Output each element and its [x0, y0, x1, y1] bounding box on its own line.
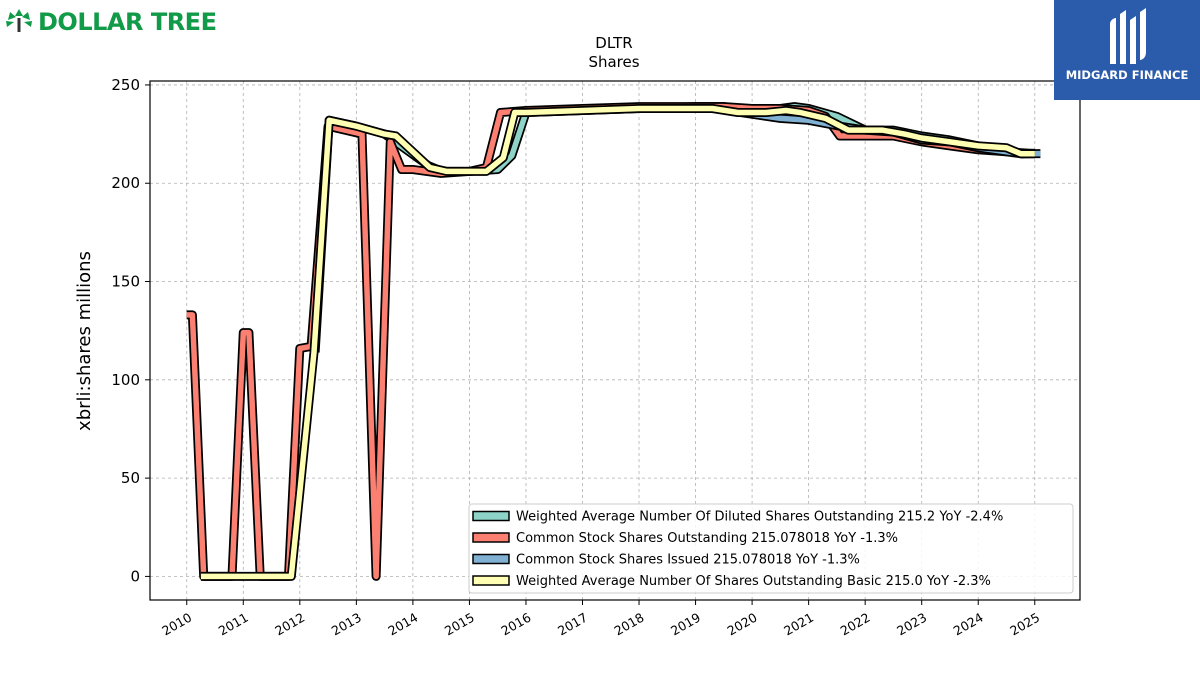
x-tick-label: 2010 [159, 610, 194, 639]
legend-label-1: Common Stock Shares Outstanding 215.0780… [516, 531, 898, 546]
y-tick-label: 200 [111, 174, 140, 192]
midgard-logo-icon [1110, 8, 1146, 64]
legend-swatch-3 [472, 575, 510, 586]
y-tick-label: 0 [130, 567, 140, 585]
legend-label-3: Weighted Average Number Of Shares Outsta… [516, 574, 991, 589]
legend: Weighted Average Number Of Diluted Share… [468, 503, 1074, 594]
y-tick-label: 100 [111, 371, 140, 389]
tree-icon [6, 9, 32, 32]
series-group [186, 102, 1041, 581]
chart-title: DLTR [595, 34, 632, 52]
legend-box [468, 503, 1074, 594]
x-tick-label: 2019 [668, 610, 703, 639]
x-tick-label: 2015 [442, 610, 477, 639]
x-tick-label: 2022 [838, 610, 873, 639]
y-tick-label: 250 [111, 76, 140, 94]
y-axis-label: xbrli:shares millions [74, 251, 95, 431]
chart-subtitle: Shares [588, 53, 639, 71]
brand-name: DOLLAR TREE [38, 8, 217, 36]
series-line-3 [200, 105, 1035, 580]
dollar-tree-logo: DOLLAR TREE [4, 5, 254, 37]
plot-frame [149, 80, 1081, 601]
x-axis: 2010 2011 2012 2013 2014 2015 2016 2017 2018 2019… [159, 600, 1042, 639]
x-tick-label: 2018 [611, 610, 646, 639]
x-tick-label: 2021 [781, 610, 816, 639]
legend-swatch-0 [472, 510, 510, 522]
x-tick-label: 2016 [498, 610, 533, 639]
legend-swatch-2 [472, 553, 510, 565]
y-tick-label: 50 [121, 469, 140, 487]
x-tick-label: 2024 [951, 610, 986, 639]
x-tick-label: 2012 [272, 610, 307, 639]
x-tick-label: 2020 [725, 610, 760, 639]
x-tick-label: 2014 [385, 610, 420, 639]
publisher-name: MIDGARD FINANCE [1065, 68, 1189, 82]
x-tick-label: 2023 [894, 610, 929, 639]
x-tick-label: 2013 [329, 610, 364, 639]
x-tick-label: 2017 [555, 610, 590, 639]
midgard-finance-badge: MIDGARD FINANCE [1054, 0, 1200, 100]
x-tick-label: 2011 [216, 610, 251, 639]
y-axis: 0 50 100 150 200 250 [111, 76, 150, 585]
legend-label-0: Weighted Average Number Of Diluted Share… [516, 510, 1003, 525]
legend-swatch-1 [472, 532, 510, 543]
y-tick-label: 150 [111, 273, 140, 291]
x-tick-label: 2025 [1007, 610, 1042, 639]
legend-label-2: Common Stock Shares Issued 215.078018 Yo… [516, 553, 860, 568]
